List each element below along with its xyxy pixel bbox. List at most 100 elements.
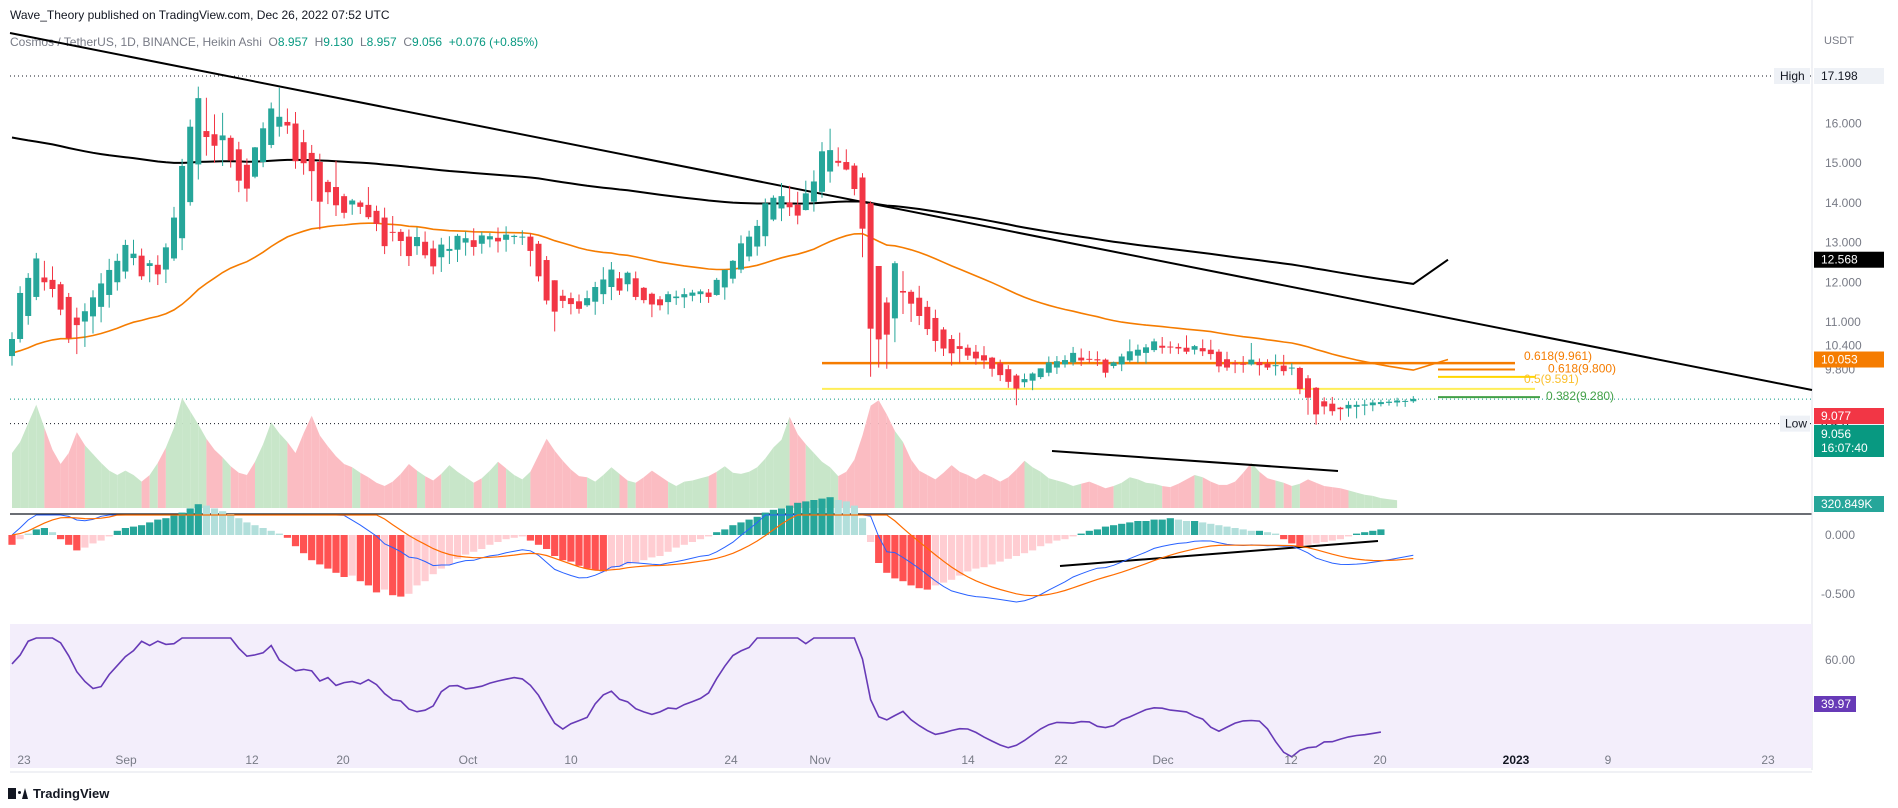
volume-segment [651,470,660,508]
candle [1353,404,1360,407]
macd-bar [1191,521,1199,535]
volume-segment [1048,478,1057,508]
last-price-badge: 9.056 [1821,427,1851,441]
macd-bar [1288,535,1296,544]
macd-bar [421,535,429,582]
candle [333,187,339,206]
macd-bar [251,525,259,535]
candle [673,296,680,299]
macd-bar [1061,535,1069,540]
time-tick: 20 [336,753,350,767]
candle [1053,361,1060,368]
macd-bar [713,532,721,535]
candle [827,150,834,172]
volume-segment [797,434,806,508]
macd-bar [1280,535,1288,540]
macd-bar [1045,535,1053,544]
volume-segment [773,439,782,508]
macd-bar [802,501,810,535]
macd-bar [1263,532,1272,535]
candle [260,128,267,163]
macd-bar [8,535,16,545]
candle [122,244,129,272]
macd-bar [624,535,632,565]
volume-segment [60,453,69,508]
candle [1321,401,1328,407]
candle [349,200,356,205]
volume-segment [384,481,393,508]
macd-bar [48,532,57,535]
volume-segment [813,453,822,508]
candle [90,297,96,317]
macd-bar [1134,521,1142,535]
candle [114,260,121,283]
time-tick: 12 [245,753,259,767]
macd-bar [202,505,210,535]
candle [778,196,785,209]
macd-bar [405,535,413,594]
candle [948,338,955,354]
volume-segment [68,432,77,508]
candle [146,263,153,266]
macd-bar [907,535,915,586]
ema50-badge: 10.053 [1821,353,1858,367]
candle [503,234,510,240]
macd-bar [875,535,883,563]
macd-bar [948,535,956,580]
volume-segment [1235,472,1244,508]
fib-label: 0.618(9.961) [1524,349,1592,363]
footer-brand: TradingView [8,786,109,801]
macd-bar [526,535,534,541]
rsi-badge: 39.97 [1821,697,1851,711]
volume-segment [1299,479,1308,508]
time-tick: 24 [724,753,738,767]
volume-segment [1097,484,1106,508]
high-value-badge-bg [1814,68,1884,84]
candle [284,121,291,126]
macd-bar [129,526,138,535]
candle [1361,404,1368,406]
volume-segment [700,476,709,508]
macd-bar [105,535,113,537]
macd-bar [1215,525,1223,535]
volume-segment [1032,467,1041,508]
macd-bar [1344,535,1353,537]
rsi-badge-bg [1814,696,1856,712]
volume-segment [400,464,409,508]
candle [454,235,461,250]
macd-bar [1199,522,1207,535]
candle [1345,404,1352,409]
candle [470,240,477,247]
macd-bar [696,535,705,540]
candle [227,137,234,161]
symbol-legend: Cosmos / TetherUS, 1D, BINANCE, Heikin A… [10,35,539,49]
volume-segment [732,472,741,508]
macd-bar [737,522,745,535]
volume-segment [595,475,604,508]
volume-segment [125,470,134,508]
candle [486,236,493,240]
volume-segment [919,470,928,508]
candle [252,147,258,177]
candle [1386,401,1392,403]
macd-bar [210,508,219,535]
close-value: 9.056 [412,35,443,49]
volume-segment [206,438,215,508]
volume-segment [425,476,434,508]
candle [446,248,453,251]
candle [243,164,250,189]
volume-segment [36,404,45,508]
macd-bar [518,535,526,537]
candle [1394,400,1401,403]
volume-segment [327,446,336,508]
candle [697,291,704,295]
macd-bar [462,535,470,555]
candle [1045,362,1052,373]
publisher-header: Wave_Theory published on TradingView.com… [10,8,390,22]
macd-bar [89,535,97,544]
candle [1070,352,1077,363]
macd-bar [1231,528,1239,535]
volume-segment [878,400,887,508]
macd-bar [1126,522,1134,535]
